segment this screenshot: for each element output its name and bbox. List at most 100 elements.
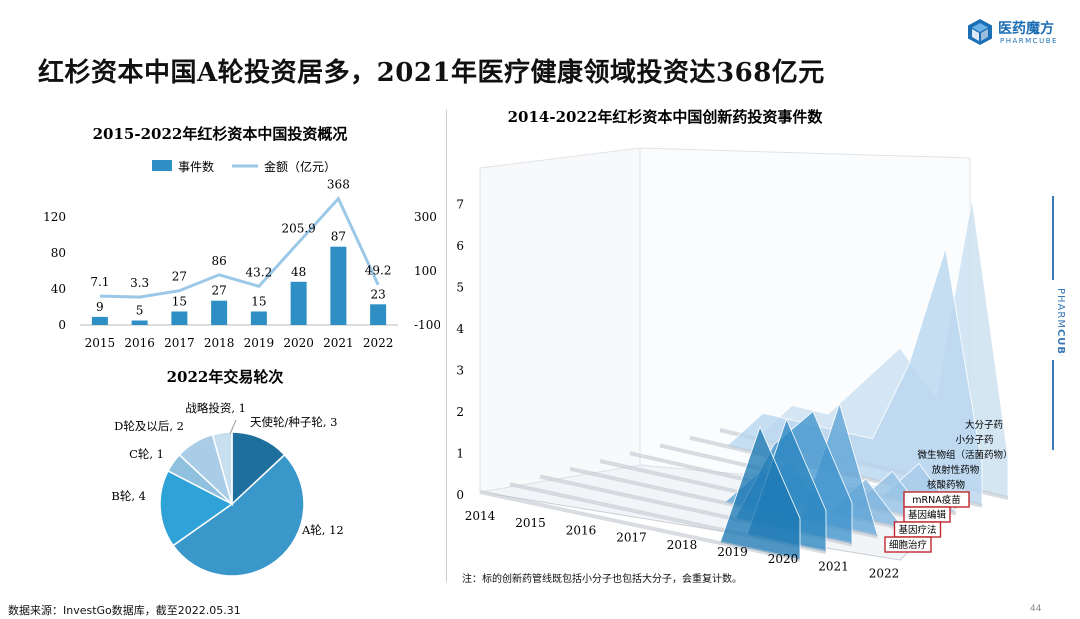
data-source: 数据来源：InvestGo数据库，截至2022.05.31 bbox=[8, 604, 241, 617]
sidebar-divider-top bbox=[1052, 196, 1054, 280]
x-tick: 2018 bbox=[667, 538, 698, 552]
x-tick: 2021 bbox=[323, 336, 354, 350]
y-right-tick: -100 bbox=[414, 318, 440, 332]
bar bbox=[330, 246, 347, 325]
bar bbox=[211, 300, 228, 325]
pie-slice bbox=[159, 469, 234, 547]
svg-text:PHARMCUBE: PHARMCUBE bbox=[1055, 288, 1066, 356]
pie-slice bbox=[211, 431, 233, 505]
pie-slice-label: 天使轮/种子轮, 3 bbox=[250, 415, 338, 429]
line-data-label: 368 bbox=[327, 178, 350, 192]
y-tick: 2 bbox=[456, 405, 464, 419]
amount-line bbox=[99, 195, 380, 299]
sidebar-brand: PHARMCUBE bbox=[1055, 288, 1066, 356]
x-tick: 2020 bbox=[768, 552, 799, 566]
bar-data-label: 87 bbox=[331, 230, 346, 244]
sidebar-brand-pharm: PHARM bbox=[1055, 288, 1066, 329]
series-label: 小分子药 bbox=[955, 435, 993, 446]
bar-data-label: 15 bbox=[251, 295, 266, 309]
x-tick: 2015 bbox=[85, 336, 116, 350]
bar-data-label: 27 bbox=[211, 284, 226, 298]
page-number: 44 bbox=[1030, 604, 1042, 614]
investment-overview-chart: 2015-2022年红杉资本中国投资概况 事件数 金额（亿元） 0 40 80 120… bbox=[43, 125, 440, 350]
x-tick: 2015 bbox=[515, 516, 546, 530]
x-tick: 2016 bbox=[566, 523, 597, 537]
y-left-tick: 120 bbox=[43, 210, 66, 224]
overview-chart-title: 2015-2022年红杉资本中国投资概况 bbox=[93, 125, 348, 143]
cube-icon bbox=[968, 19, 992, 45]
pie-slice-label: 战略投资, 1 bbox=[185, 401, 246, 415]
y-tick: 0 bbox=[456, 488, 464, 502]
x-tick: 2019 bbox=[717, 545, 748, 559]
x-tick: 2019 bbox=[244, 336, 275, 350]
x-tick: 2018 bbox=[204, 336, 235, 350]
bar bbox=[131, 320, 148, 325]
area-chart-title: 2014-2022年红杉资本中国创新药投资事件数 bbox=[508, 108, 824, 126]
pie-slice-label: A轮, 12 bbox=[301, 523, 344, 537]
line-data-label: 43.2 bbox=[246, 265, 273, 279]
pie-slice-label: D轮及以后, 2 bbox=[114, 419, 184, 433]
series-label: mRNA疫苗 bbox=[912, 494, 960, 506]
y-tick: 3 bbox=[456, 364, 464, 378]
bar-data-label: 48 bbox=[291, 265, 306, 279]
line-data-label: 86 bbox=[211, 254, 226, 268]
y-right-tick: 300 bbox=[414, 210, 437, 224]
series-label: 基因疗法 bbox=[898, 524, 936, 536]
x-tick: 2016 bbox=[124, 336, 155, 350]
bar-data-label: 15 bbox=[172, 295, 187, 309]
series-label: 细胞治疗 bbox=[889, 539, 928, 551]
legend-label-events: 事件数 bbox=[178, 159, 214, 174]
line-data-label: 205.9 bbox=[281, 221, 315, 235]
chart-note: 注：标的创新药管线既包括小分子也包括大分子，会重复计数。 bbox=[462, 574, 742, 585]
round-pie-chart: 2022年交易轮次 天使轮/种子轮, 3 A轮, 12 B轮, 4 C轮, 1 D轮及以… bbox=[111, 368, 344, 577]
x-tick: 2020 bbox=[283, 336, 314, 350]
y-tick: 1 bbox=[456, 447, 464, 461]
series-label: 核酸药物 bbox=[927, 479, 966, 491]
series-label: 大分子药 bbox=[965, 419, 1003, 431]
line-series: 7.1 3.3 27 86 43.2 205.9 368 49.2 bbox=[90, 178, 392, 299]
bar-data-label: 23 bbox=[370, 287, 385, 301]
sidebar-brand-cube: CUBE bbox=[1055, 329, 1066, 356]
series-floor-stripe bbox=[479, 490, 801, 562]
series-label: 放射性药物 bbox=[932, 464, 980, 476]
pie-slice bbox=[231, 431, 286, 506]
x-tick: 2017 bbox=[616, 531, 647, 545]
sidebar-divider-bottom bbox=[1052, 360, 1054, 450]
line-data-label: 7.1 bbox=[90, 275, 109, 289]
pie-slice-label: C轮, 1 bbox=[129, 447, 164, 461]
y-tick: 5 bbox=[456, 281, 464, 295]
legend-label-amount: 金额（亿元） bbox=[264, 159, 336, 174]
y-axis: 0 1 2 3 4 5 6 7 bbox=[456, 198, 464, 503]
pie-slice-label: B轮, 4 bbox=[111, 489, 146, 503]
y-tick: 4 bbox=[456, 322, 464, 336]
overview-legend: 事件数 金额（亿元） bbox=[152, 159, 336, 174]
bar bbox=[290, 281, 307, 325]
pie-leader-line bbox=[229, 419, 237, 435]
line-data-label: 49.2 bbox=[365, 264, 392, 278]
y-tick: 7 bbox=[456, 198, 464, 212]
line-data-label: 3.3 bbox=[130, 276, 149, 290]
y-left-tick: 0 bbox=[58, 318, 66, 332]
y-tick: 6 bbox=[456, 239, 464, 253]
y-left-tick: 80 bbox=[51, 246, 66, 260]
series-label: 微生物组（活菌药物） bbox=[917, 449, 1012, 461]
brand-name-cn: 医药魔方 bbox=[998, 21, 1054, 37]
x-tick: 2021 bbox=[818, 559, 849, 573]
pie-slices bbox=[159, 431, 305, 577]
bar bbox=[370, 304, 387, 325]
series-label: 基因编辑 bbox=[908, 509, 947, 521]
x-tick: 2014 bbox=[465, 509, 496, 523]
bar-data-label: 9 bbox=[96, 300, 104, 314]
line-data-label: 27 bbox=[172, 270, 187, 284]
bar bbox=[171, 311, 188, 325]
brand-logo: 医药魔方 PHARMCUBE bbox=[966, 16, 1066, 48]
legend-swatch-events bbox=[152, 160, 172, 171]
series-label-highlight bbox=[884, 536, 932, 553]
page-title: 红杉资本中国A轮投资居多，2021年医疗健康领域投资达368亿元 bbox=[38, 58, 825, 88]
x-axis: 2015 2016 2017 2018 2019 2020 2021 2022 bbox=[85, 336, 394, 350]
x-tick: 2022 bbox=[363, 336, 394, 350]
column-divider bbox=[446, 110, 447, 582]
chart-left-wall bbox=[479, 147, 641, 493]
y-right-axis: -100 100 300 bbox=[414, 210, 440, 332]
